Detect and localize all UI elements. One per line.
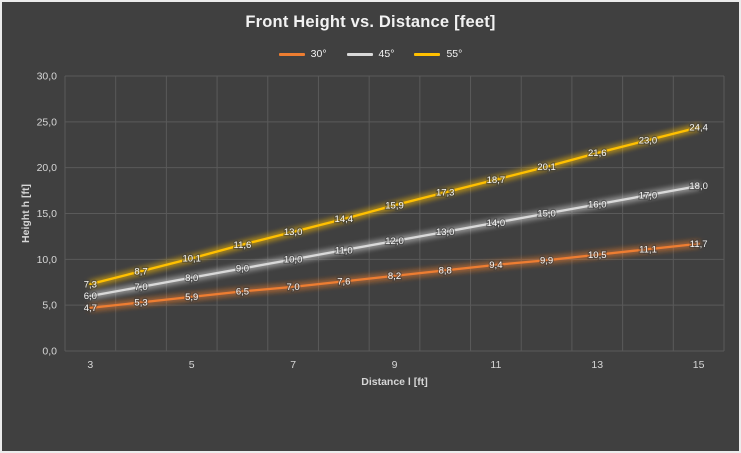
- data-label: 18,0: [689, 181, 708, 192]
- data-label: 10,1: [182, 254, 201, 265]
- gridlines: [64, 75, 725, 352]
- series-line-30deg: [89, 242, 700, 310]
- data-label: 11,6: [234, 240, 252, 251]
- x-axis-ticks: 3 5 7 9 11 13 15: [87, 359, 704, 371]
- data-label: 7,6: [337, 277, 350, 288]
- data-label: 6,0: [84, 291, 97, 302]
- series-line-55deg: [89, 126, 700, 286]
- y-tick-label: 20,0: [37, 162, 58, 174]
- data-labels-55deg: 7,3 8,7 10,1 11,6 13,0 14,4 15,9 17,3 18,7 20,1 21…: [83, 121, 710, 291]
- data-label: 9,4: [489, 260, 502, 271]
- data-label: 4,7: [84, 303, 97, 314]
- y-tick-label: 10,0: [37, 254, 58, 266]
- data-label: 24,4: [689, 123, 708, 134]
- x-tick-label: 7: [290, 359, 296, 371]
- x-tick-label: 9: [392, 359, 398, 371]
- data-label: 21,6: [588, 148, 607, 159]
- chart-title: Front Height vs. Distance [feet]: [245, 13, 496, 31]
- data-label: 14,4: [335, 214, 354, 225]
- data-label: 17,3: [436, 188, 455, 199]
- data-label: 13,0: [284, 227, 303, 238]
- data-label: 13,0: [436, 227, 455, 238]
- data-label: 10,0: [284, 255, 303, 266]
- data-label: 8,2: [388, 271, 401, 282]
- series-line-45deg: [89, 184, 700, 298]
- data-label: 6,5: [236, 287, 249, 298]
- legend-label: 30°: [310, 48, 327, 60]
- data-label: 15,0: [537, 209, 556, 220]
- x-axis-title: Distance l [ft]: [361, 376, 428, 388]
- data-label: 11,0: [335, 245, 353, 256]
- data-label: 5,9: [185, 292, 198, 303]
- y-tick-label: 15,0: [37, 208, 58, 220]
- data-label: 20,1: [537, 162, 556, 173]
- chart-legend: 30° 45° 55°: [2, 48, 739, 60]
- x-tick-label: 3: [87, 359, 93, 371]
- data-label: 7,0: [134, 282, 147, 293]
- series-path: [89, 126, 700, 286]
- x-tick-label: 15: [693, 359, 705, 371]
- y-axis-title: Height h [ft]: [20, 184, 32, 243]
- data-label: 9,9: [540, 255, 553, 266]
- legend-item-45deg: 45°: [346, 48, 395, 60]
- y-tick-label: 25,0: [37, 116, 58, 128]
- data-label: 7,3: [84, 279, 97, 290]
- data-label: 23,0: [639, 135, 658, 146]
- data-label: 11,1: [639, 244, 657, 255]
- y-tick-label: 30,0: [37, 71, 58, 83]
- y-tick-label: 5,0: [42, 300, 57, 312]
- data-label: 11,7: [690, 239, 708, 250]
- data-label: 17,0: [639, 190, 658, 201]
- data-label: 8,7: [134, 266, 147, 277]
- data-label: 9,0: [236, 264, 249, 275]
- y-axis-ticks: 0,0 5,0 10,0 15,0 20,0 25,0 30,0: [37, 71, 58, 358]
- data-label: 8,8: [439, 266, 452, 277]
- x-tick-label: 11: [490, 359, 501, 371]
- legend-label: 55°: [446, 48, 463, 60]
- data-label: 10,5: [588, 250, 607, 261]
- legend-item-55deg: 55°: [414, 48, 462, 60]
- y-tick-label: 0,0: [42, 346, 57, 358]
- data-label: 14,0: [487, 218, 506, 229]
- legend-swatch-45deg: [346, 52, 373, 56]
- data-label: 15,9: [385, 200, 404, 211]
- x-tick-label: 5: [189, 359, 195, 371]
- legend-swatch-30deg: [278, 52, 305, 56]
- x-tick-label: 13: [591, 359, 603, 371]
- data-label: 12,0: [385, 236, 404, 247]
- data-labels-30deg: 4,7 5,3 5,9 6,5 7,0 7,6 8,2 8,8 9,4 9,9 10,5 11,1 11…: [83, 238, 709, 316]
- series-path: [89, 184, 700, 298]
- data-label: 18,7: [487, 175, 506, 186]
- series-path: [89, 242, 700, 310]
- data-label: 8,0: [185, 273, 198, 284]
- data-labels-45deg: 6,0 7,0 8,0 9,0 10,0 11,0 12,0 13,0 14,0 15,0 16,0…: [83, 180, 710, 303]
- data-label: 16,0: [588, 200, 607, 211]
- legend-label: 45°: [378, 48, 395, 60]
- data-label: 5,3: [134, 298, 147, 309]
- legend-swatch-55deg: [414, 52, 441, 56]
- legend-item-30deg: 30°: [278, 48, 327, 60]
- data-label: 7,0: [287, 282, 300, 293]
